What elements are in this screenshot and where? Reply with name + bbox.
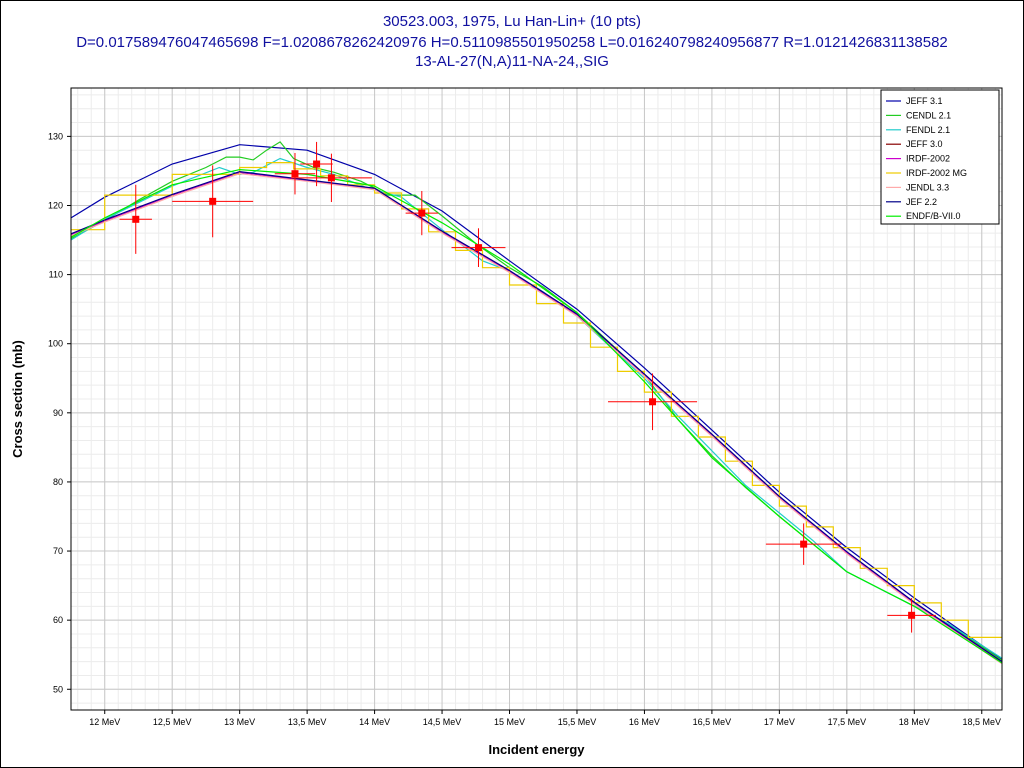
series-line-jeff-3-1 xyxy=(70,144,1003,660)
legend: JEFF 3.1 CENDL 2.1 FENDL 2.1 JEFF 3.0 IRDF-2… xyxy=(880,89,1000,225)
legend-label: JENDL 3.3 xyxy=(906,182,949,192)
data-point xyxy=(132,215,140,223)
x-tick-label: 16 MeV xyxy=(629,717,660,727)
legend-label: FENDL 2.1 xyxy=(906,125,950,135)
x-tick-label: 16,5 MeV xyxy=(693,717,732,727)
x-tick-label: 18 MeV xyxy=(899,717,930,727)
series-line-irdf-2002-mg xyxy=(71,162,1002,639)
data-points xyxy=(119,141,936,633)
data-point xyxy=(800,540,808,548)
legend-label: ENDF/B-VII.0 xyxy=(906,211,961,221)
data-point xyxy=(209,197,217,205)
x-tick-label: 12,5 MeV xyxy=(153,717,192,727)
chart-title-line-1: 30523.003, 1975, Lu Han-Lin+ (10 pts) xyxy=(382,13,642,30)
legend-label: IRDF-2002 MG xyxy=(906,168,967,178)
series-line-jef-2-2 xyxy=(70,170,1003,663)
y-tick-label: 100 xyxy=(48,339,63,349)
data-point xyxy=(474,244,482,252)
y-tick-label: 120 xyxy=(48,200,63,210)
y-tick-label: 130 xyxy=(48,131,63,141)
x-tick-label: 15,5 MeV xyxy=(558,717,597,727)
x-tick-label: 13,5 MeV xyxy=(288,717,327,727)
y-tick-label: 90 xyxy=(53,408,63,418)
data-point xyxy=(418,209,426,217)
data-point xyxy=(327,174,335,182)
data-point xyxy=(908,611,916,619)
x-tick-label: 15 MeV xyxy=(494,717,525,727)
x-tick-label: 17 MeV xyxy=(764,717,795,727)
y-axis-label: Cross section (mb) xyxy=(10,340,25,458)
x-tick-label: 14 MeV xyxy=(359,717,390,727)
legend-label: JEF 2.2 xyxy=(906,197,937,207)
x-tick-label: 14,5 MeV xyxy=(423,717,462,727)
series-line-endf-b-vii-0 xyxy=(70,168,1003,664)
y-tick-label: 60 xyxy=(53,615,63,625)
y-tick-label: 80 xyxy=(53,477,63,487)
series-lines xyxy=(70,141,1003,665)
x-tick-label: 13 MeV xyxy=(224,717,255,727)
chart-title-line-2: D=0.017589476047465698 F=1.0208678262420… xyxy=(76,34,948,51)
series-line-jendl-3-3 xyxy=(70,173,1003,665)
y-tick-label: 70 xyxy=(53,546,63,556)
data-point xyxy=(291,170,299,178)
x-tick-label: 12 MeV xyxy=(89,717,120,727)
y-tick-label: 110 xyxy=(49,270,63,280)
plot-border xyxy=(70,87,1003,711)
legend-label: IRDF-2002 xyxy=(906,154,950,164)
y-tick-label: 50 xyxy=(53,684,63,694)
data-point xyxy=(313,160,321,168)
legend-label: JEFF 3.0 xyxy=(906,139,943,149)
data-point xyxy=(649,398,657,406)
x-axis-label: Incident energy xyxy=(488,742,585,757)
legend-label: JEFF 3.1 xyxy=(906,96,943,106)
axes: 12 MeV 12,5 MeV 13 MeV 13,5 MeV 14 MeV 14,5 M… xyxy=(48,131,1001,727)
chart-title-line-3: 13-AL-27(N,A)11-NA-24,,SIG xyxy=(415,53,609,70)
x-tick-label: 17,5 MeV xyxy=(828,717,867,727)
x-tick-label: 18,5 MeV xyxy=(962,717,1001,727)
legend-label: CENDL 2.1 xyxy=(906,110,951,120)
